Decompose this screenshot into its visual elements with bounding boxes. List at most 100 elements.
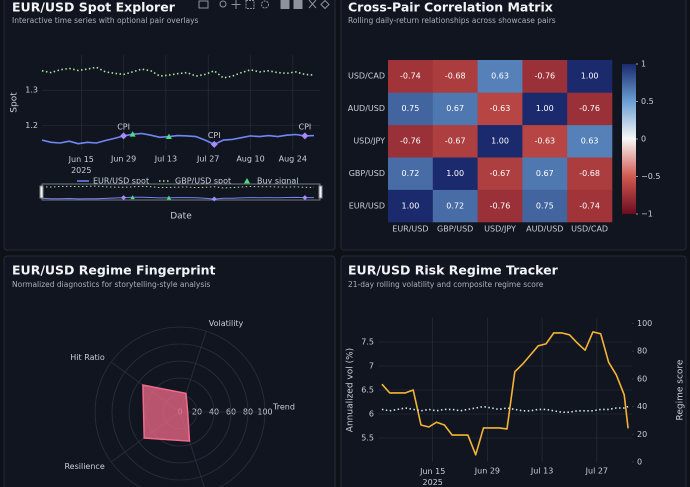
panel-subtitle: 21-day rolling volatility and composite … [348,280,544,289]
axis-label: Trend [272,403,295,412]
zoom-in-icon[interactable] [280,0,290,9]
heatmap-cell [432,157,478,190]
heatmap-cell [432,92,478,126]
cell-label: 0.72 [446,201,464,210]
heatmap-cell [477,60,523,93]
cell-label: 1.00 [401,201,419,210]
select-icon[interactable] [245,0,255,9]
cell-label: -0.67 [490,169,511,178]
slider-event [121,195,127,201]
colorbar [622,64,636,214]
colorbar-tick-label: 0 [641,135,646,144]
cell-label: 0.75 [536,201,554,210]
legend-swatch [244,178,250,184]
y-tick-label: 1.3 [25,86,38,95]
heatmap-cell [567,189,613,223]
heatmap-cell [477,189,523,223]
heatmap-cell [432,189,478,223]
y2-axis-label: Regime score [676,359,686,420]
cell-label: -0.76 [400,137,421,146]
y-tick-label: 7 [369,362,374,371]
x-tick-label: Aug 24 [279,155,307,164]
panel-title: EUR/USD Spot Explorer [12,0,176,15]
y-tick-label: USD/CAD [348,72,385,81]
legend-label: GBP/USD spot [175,177,231,186]
camera-icon[interactable] [198,0,209,9]
heatmap-cell [432,60,478,93]
y-tick-label: GBP/USD [349,169,385,178]
x-tick-label: USD/JPY [484,225,516,234]
signal-marker [165,133,172,140]
slider-event [302,195,308,201]
heatmap-cell [567,92,613,126]
series-line [41,66,315,79]
slider-handle[interactable] [39,185,44,199]
heatmap-cell [522,157,568,190]
lasso-icon[interactable] [261,0,269,9]
y-tick-label: USD/JPY [353,137,385,146]
heatmap-cell [477,124,523,158]
x-tick-label: USD/CAD [571,225,608,234]
x-tick-label: Jul 27 [196,155,219,164]
slider-marker [130,195,135,200]
event-marker [210,140,218,148]
heatmap-cell [432,124,478,158]
heatmap-cell [477,92,523,126]
x-axis-label: Date [170,212,192,222]
heatmap-cell [522,92,568,126]
slider-marker [166,195,172,200]
cell-label: -0.74 [579,201,600,210]
y-axis-label: Spot [10,92,20,113]
event-marker [120,132,128,140]
axis-label: Resilience [64,462,104,471]
toolbar [198,0,330,10]
heatmap-cell [477,157,523,190]
cell-label: -0.76 [534,72,555,81]
cell-label: 1.00 [491,137,509,146]
signal-marker [129,131,136,137]
heatmap-cell [567,157,613,190]
zoom-out-icon[interactable] [293,0,303,9]
colorbar-tick-label: −1 [641,210,653,219]
slider-line [41,196,314,200]
event-label: CPI [299,122,312,131]
heatmap-cell [567,124,613,158]
cell-label: 0.67 [536,169,554,178]
zoom-icon[interactable] [219,0,227,8]
autoscale-icon[interactable] [308,0,317,9]
y-tick-label: 1.2 [25,121,38,130]
heatmap-cell [522,60,568,93]
heatmap-cell [388,60,434,93]
y2-tick-label: 80 [637,347,647,356]
x-tick-label: Aug 10 [236,155,264,164]
heatmap-cell [388,157,434,190]
reset-icon[interactable] [320,0,330,10]
cell-label: -0.68 [579,169,600,178]
cell-label: -0.63 [534,137,555,146]
series-line [41,132,315,146]
cell-label: 1.00 [581,72,599,81]
series-line [381,331,629,456]
pan-icon[interactable] [231,0,241,9]
cell-label: 0.75 [401,104,419,113]
panel [340,255,687,487]
panel-subtitle: Rolling daily-return relationships acros… [348,16,556,25]
event-label: CPI [208,131,221,140]
axis-label: Hit Ratio [70,353,105,362]
cell-label: 0.67 [446,104,464,113]
cell-label: 1.00 [446,169,464,178]
slider-handle[interactable] [318,185,323,199]
cell-label: -0.74 [400,72,421,81]
legend-label: EUR/USD spot [93,177,149,186]
x-tick-label: GBP/USD [437,225,473,234]
cell-label: 0.63 [491,72,509,81]
y2-tick-label: 40 [637,402,647,411]
x-tick-label: Jun 15 2025 [419,467,445,487]
cell-label: -0.76 [490,201,511,210]
legend-label: Buy signal [257,177,299,186]
colorbar-tick-label: −0.5 [641,172,660,181]
radar-area [142,384,191,442]
y-tick-label: EUR/USD [349,201,385,210]
